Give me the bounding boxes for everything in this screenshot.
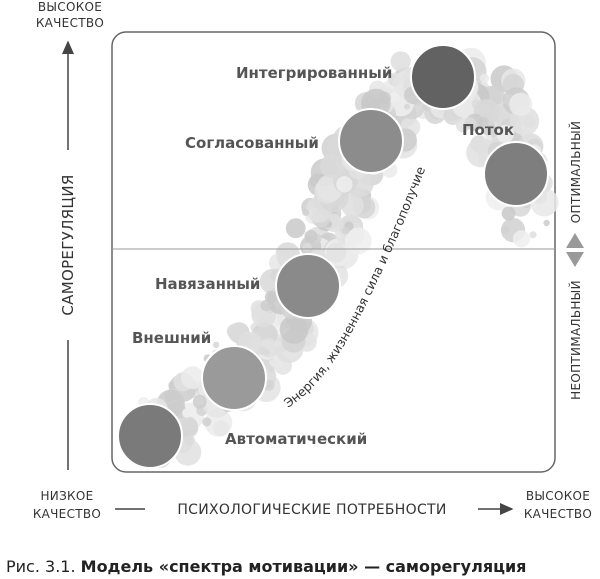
- bubble: [529, 231, 537, 239]
- x-label: ПСИХОЛОГИЧЕСКИЕ ПОТРЕБНОСТИ: [177, 502, 446, 518]
- bubble: [213, 420, 230, 437]
- bubble: [212, 341, 220, 349]
- node-circle: [338, 108, 404, 174]
- bubble: [285, 218, 306, 239]
- up-triangle: [566, 233, 584, 248]
- bubble: [481, 125, 492, 136]
- bubble: [184, 434, 195, 446]
- bottom-left-1: НИЗКОЕ: [40, 489, 93, 503]
- bubble: [344, 227, 372, 255]
- bubble: [404, 103, 410, 110]
- bubble: [304, 229, 318, 243]
- bubble: [202, 417, 212, 427]
- right-top: ОПТИМАЛЬНЫЙ: [568, 121, 583, 223]
- bubble: [512, 230, 531, 248]
- bubble: [320, 153, 344, 178]
- bottom-right-1: ВЫСОКОЕ: [526, 489, 590, 503]
- node-circle: [483, 141, 549, 207]
- bubble: [501, 206, 516, 221]
- y-label: САМОРЕГУЛЯЦИЯ: [59, 174, 77, 315]
- bubble: [387, 72, 402, 87]
- bubble: [390, 51, 411, 72]
- bubble: [302, 208, 310, 216]
- bubble: [192, 394, 207, 409]
- caption-number: Рис. 3.1.: [6, 557, 76, 576]
- caption-text: Модель «спектра мотивации» — саморегуляц…: [81, 557, 527, 576]
- node-circle: [275, 253, 341, 319]
- bubble: [464, 117, 476, 130]
- node-label: Внешний: [132, 329, 211, 347]
- top-left-2: КАЧЕСТВО: [36, 16, 104, 30]
- bubble: [226, 323, 242, 339]
- bubble: [263, 349, 270, 356]
- bubble: [326, 242, 347, 263]
- nodes: [117, 44, 549, 469]
- bubble: [273, 340, 281, 348]
- right-bottom: НЕОПТИМАЛЬНЫЙ: [568, 280, 583, 400]
- frame: [111, 31, 556, 473]
- node-label: Автоматический: [225, 430, 367, 448]
- bubble: [543, 219, 550, 227]
- bubble: [182, 408, 192, 418]
- bubble: [279, 315, 309, 344]
- cloud: [136, 47, 559, 468]
- down-triangle: [566, 252, 584, 267]
- bubble: [181, 366, 205, 390]
- node-circle: [410, 44, 476, 110]
- bubble: [336, 176, 353, 193]
- node-label: Поток: [462, 121, 514, 139]
- top-left-1: ВЫСОКОЕ: [38, 0, 102, 14]
- bubble: [509, 92, 533, 116]
- bubble: [479, 73, 490, 84]
- bubble: [496, 125, 515, 143]
- bubble: [164, 389, 177, 402]
- bubble: [302, 242, 312, 252]
- caption: Рис. 3.1. Модель «спектра мотивации» — с…: [6, 557, 526, 576]
- bottom-left-2: КАЧЕСТВО: [33, 507, 101, 521]
- node-label: Интегрированный: [236, 64, 392, 82]
- node-circle: [201, 345, 267, 411]
- node-label: Навязанный: [155, 275, 260, 293]
- node-circle: [117, 403, 183, 469]
- bubble: [341, 226, 350, 235]
- node-label: Согласованный: [185, 134, 319, 152]
- bubble: [264, 290, 278, 304]
- bottom-right-2: КАЧЕСТВО: [524, 507, 592, 521]
